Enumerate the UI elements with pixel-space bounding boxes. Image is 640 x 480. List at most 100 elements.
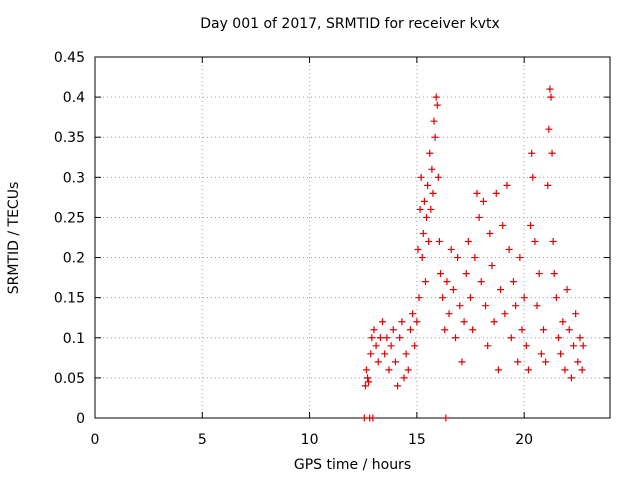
data-point: [520, 294, 528, 302]
data-point: [460, 318, 468, 326]
data-point: [370, 326, 378, 334]
data-point: [418, 254, 426, 262]
data-point: [414, 246, 422, 254]
data-point: [469, 326, 477, 334]
data-point: [449, 286, 457, 294]
data-point: [579, 342, 587, 350]
data-point: [486, 229, 494, 237]
data-point: [555, 334, 562, 342]
data-point: [396, 334, 404, 342]
data-point: [464, 238, 472, 246]
data-point: [432, 93, 440, 101]
data-point: [426, 149, 434, 157]
data-point: [362, 366, 370, 374]
data-point: [475, 213, 483, 221]
x-tick-label: 10: [301, 432, 319, 448]
data-point: [411, 342, 419, 350]
data-point: [454, 254, 462, 262]
data-point: [548, 149, 556, 157]
data-point: [413, 318, 421, 326]
data-point: [514, 358, 522, 366]
data-point: [417, 173, 425, 181]
data-point: [374, 358, 382, 366]
data-point: [484, 342, 492, 350]
data-point: [527, 221, 535, 229]
data-point: [561, 366, 569, 374]
data-point: [391, 358, 399, 366]
data-point: [443, 278, 451, 286]
data-point: [471, 254, 479, 262]
data-point: [563, 286, 571, 294]
data-point: [439, 294, 447, 302]
data-point: [518, 326, 526, 334]
data-point: [497, 286, 505, 294]
data-point: [389, 326, 397, 334]
data-point: [420, 197, 428, 205]
data-point: [570, 342, 578, 350]
data-point: [381, 350, 389, 358]
data-point: [576, 334, 584, 342]
data-point: [387, 342, 395, 350]
data-point: [509, 278, 517, 286]
data-point: [535, 270, 543, 278]
data-point: [361, 382, 369, 390]
data-point: [400, 374, 408, 382]
data-point: [565, 326, 573, 334]
data-point: [431, 133, 439, 141]
data-point: [430, 117, 438, 125]
data-point: [550, 270, 558, 278]
data-point: [424, 181, 432, 189]
data-point: [429, 189, 437, 197]
chart-title: Day 001 of 2017, SRMTID for receiver kvt…: [200, 16, 500, 32]
data-point: [479, 197, 487, 205]
data-point: [467, 294, 475, 302]
y-tick-label: 0.35: [54, 130, 85, 146]
y-tick-label: 0.05: [54, 371, 85, 387]
data-point: [529, 173, 537, 181]
data-point: [433, 101, 441, 109]
data-point: [369, 414, 377, 422]
data-point: [524, 366, 532, 374]
data-point: [447, 246, 455, 254]
data-point: [462, 270, 470, 278]
data-point: [445, 310, 453, 318]
y-tick-label: 0.45: [54, 50, 85, 66]
data-point: [368, 334, 376, 342]
data-point: [505, 246, 513, 254]
data-point: [501, 310, 509, 318]
data-point: [434, 173, 442, 181]
data-point: [372, 342, 380, 350]
x-tick-label: 20: [515, 432, 533, 448]
data-point: [435, 238, 443, 246]
data-point: [428, 165, 436, 173]
data-point: [488, 262, 496, 270]
y-tick-label: 0.25: [54, 210, 85, 226]
data-point: [385, 366, 393, 374]
data-point: [494, 366, 502, 374]
data-point: [490, 318, 498, 326]
data-point: [402, 350, 410, 358]
data-point: [456, 302, 464, 310]
data-point: [572, 310, 580, 318]
y-tick-label: 0.15: [54, 291, 85, 307]
data-point: [365, 378, 373, 386]
data-point: [542, 358, 550, 366]
x-tick-label: 15: [408, 432, 426, 448]
data-point: [406, 326, 414, 334]
data-point: [516, 254, 524, 262]
y-tick-label: 0.1: [63, 331, 85, 347]
data-point: [492, 189, 500, 197]
y-tick-label: 0.4: [63, 90, 85, 106]
data-point: [537, 350, 545, 358]
data-point: [427, 205, 435, 213]
data-point: [423, 213, 431, 221]
x-axis-label: GPS time / hours: [293, 457, 412, 473]
data-point: [507, 334, 515, 342]
x-tick-label: 0: [91, 432, 100, 448]
data-point: [559, 318, 567, 326]
data-point: [364, 374, 372, 382]
y-tick-label: 0: [76, 411, 85, 427]
y-axis-label: SRMTID / TECUs: [6, 181, 22, 295]
data-point: [404, 366, 412, 374]
